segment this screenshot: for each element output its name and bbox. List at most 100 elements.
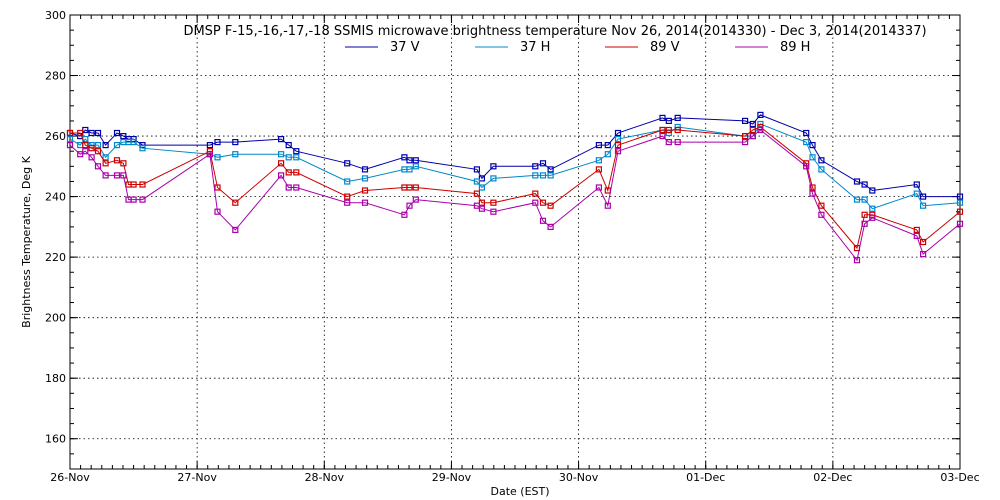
data-point-37-v <box>113 129 121 137</box>
data-point-89-v <box>344 193 351 200</box>
data-point-89-v <box>665 126 672 134</box>
data-point-89-h <box>741 139 749 146</box>
data-point-89-v <box>285 169 292 176</box>
data-point-89-v <box>741 133 749 140</box>
data-point-89-v <box>659 126 666 134</box>
data-point-37-v <box>861 181 868 188</box>
data-point-37-v <box>344 160 351 167</box>
data-point-37-v <box>532 163 539 170</box>
y-axis-label: Brightness Temperature, Deg K <box>20 155 33 327</box>
y-tick-label: 260 <box>45 130 66 143</box>
data-point-89-v <box>614 142 622 149</box>
data-point-89-v <box>406 184 413 191</box>
x-tick-label: 27-Nov <box>177 471 217 484</box>
data-point-89-h <box>120 172 127 179</box>
data-point-89-h <box>919 251 927 258</box>
data-point-37-h <box>232 151 239 158</box>
data-point-37-h <box>614 136 622 143</box>
data-point-89-v <box>66 129 74 137</box>
data-point-89-h <box>595 184 603 191</box>
data-point-37-h <box>278 151 285 158</box>
data-point-37-h <box>130 139 137 146</box>
data-point-37-h <box>478 184 485 191</box>
axis-ticks: 160 180 200 220 240 260 280 300 26-Nov 27-Nov 28-N… <box>45 9 980 484</box>
y-tick-label: 280 <box>45 70 66 83</box>
data-point-37-v <box>803 129 810 137</box>
data-point-89-v <box>232 199 239 206</box>
x-axis-label: Date (EST) <box>490 485 549 498</box>
data-point-89-h <box>361 199 369 206</box>
y-tick-label: 160 <box>45 433 66 446</box>
x-tick-label: 29-Nov <box>432 471 472 484</box>
data-point-89-h <box>285 184 292 191</box>
data-point-89-h <box>757 126 764 134</box>
y-tick-label: 200 <box>45 312 66 325</box>
data-point-37-h <box>412 163 419 170</box>
data-point-89-h <box>278 172 285 179</box>
legend-label-37-v: 37 V <box>390 40 420 55</box>
data-point-37-h <box>66 136 74 143</box>
data-point-89-h <box>344 199 351 206</box>
data-point-89-h <box>659 133 666 140</box>
data-point-89-h <box>665 139 672 146</box>
data-point-37-h <box>539 172 547 179</box>
data-point-89-h <box>490 208 497 215</box>
data-point-37-v <box>749 120 756 128</box>
x-tick-label: 01-Dec <box>686 471 725 484</box>
data-point-89-v <box>539 199 547 206</box>
data-point-37-v <box>604 142 611 149</box>
data-point-89-h <box>293 184 300 191</box>
data-point-37-v <box>490 163 497 170</box>
data-point-89-h <box>232 226 239 233</box>
data-point-89-h <box>539 217 547 224</box>
data-point-37-v <box>473 166 480 173</box>
data-point-89-v <box>88 145 95 152</box>
data-point-89-v <box>809 184 816 191</box>
data-point-89-v <box>861 211 868 218</box>
data-point-37-v <box>214 139 221 146</box>
data-point-37-h <box>809 154 816 161</box>
data-point-37-h <box>406 166 413 173</box>
data-point-89-v <box>749 126 756 134</box>
data-point-37-h <box>818 166 825 173</box>
data-point-89-v <box>674 126 681 134</box>
data-point-89-h <box>214 208 221 215</box>
data-point-89-v <box>113 157 121 164</box>
data-point-89-v <box>130 181 137 188</box>
grid <box>70 15 960 469</box>
data-point-89-v <box>214 184 221 191</box>
data-point-89-h <box>869 214 876 221</box>
data-point-37-h <box>803 139 810 146</box>
data-point-89-h <box>102 172 109 179</box>
data-point-37-h <box>532 172 539 179</box>
chart-title: DMSP F-15,-16,-17,-18 SSMIS microwave br… <box>183 24 926 39</box>
data-point-89-h <box>406 202 413 209</box>
data-point-89-v <box>595 166 603 173</box>
data-point-89-h <box>82 148 89 155</box>
data-point-37-h <box>102 154 109 161</box>
data-point-89-h <box>674 139 681 146</box>
data-point-37-v <box>919 193 927 200</box>
data-point-37-h <box>919 202 927 209</box>
x-tick-label: 03-Dec <box>940 471 979 484</box>
data-point-89-v <box>818 202 825 209</box>
data-point-37-h <box>490 175 497 182</box>
data-point-89-h <box>861 220 868 227</box>
data-point-89-h <box>478 205 485 212</box>
data-point-37-v <box>94 129 102 137</box>
data-point-37-v <box>956 193 964 200</box>
data-point-89-h <box>532 199 539 206</box>
data-point-89-h <box>547 223 554 230</box>
data-point-89-h <box>809 190 816 197</box>
data-point-37-h <box>214 154 221 161</box>
data-point-37-v <box>818 157 825 164</box>
x-tick-label: 02-Dec <box>813 471 852 484</box>
data-point-89-v <box>547 202 554 209</box>
data-point-37-v <box>595 142 603 149</box>
data-point-37-h <box>139 145 146 152</box>
data-point-37-v <box>659 114 666 122</box>
data-point-37-v <box>361 166 369 173</box>
data-point-37-h <box>94 142 102 149</box>
data-point-89-h <box>94 163 102 170</box>
data-point-89-h <box>130 196 137 203</box>
